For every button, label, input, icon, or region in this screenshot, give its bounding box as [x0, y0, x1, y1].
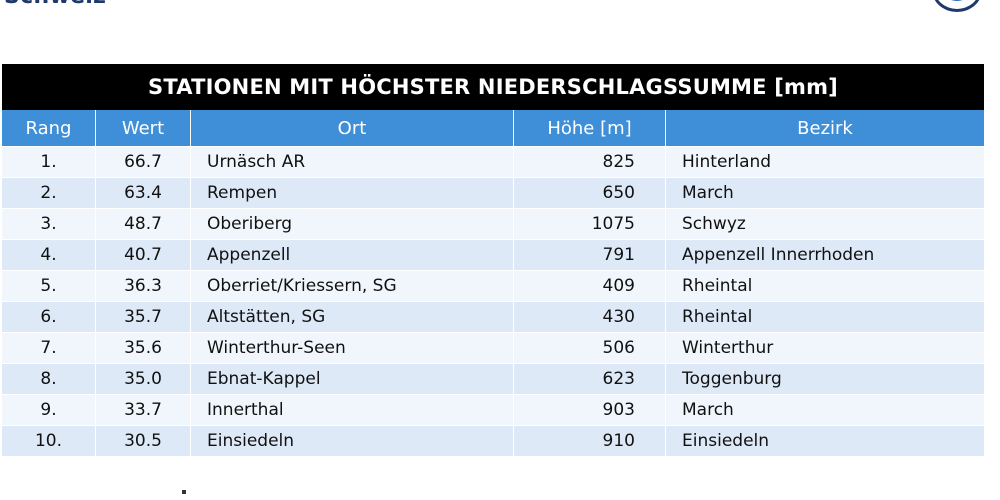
header-row: Rang Wert Ort Höhe [m] Bezirk [2, 110, 984, 147]
cell-rang: 3. [2, 208, 96, 240]
cell-bezirk: Appenzell Innerrhoden [665, 239, 984, 271]
cell-bezirk: Hinterland [665, 146, 984, 178]
cell-wert: 33.7 [95, 394, 191, 426]
cell-bezirk: Schwyz [665, 208, 984, 240]
cell-ort: Rempen [190, 177, 514, 209]
cell-ort: Innerthal [190, 394, 514, 426]
cell-ort: Urnäsch AR [190, 146, 514, 178]
cell-bezirk: Einsiedeln [665, 425, 984, 456]
table-row: 7. 35.6 Winterthur-Seen 506 Winterthur [2, 332, 984, 364]
cell-wert: 66.7 [95, 146, 191, 178]
cell-wert: 35.7 [95, 301, 191, 333]
cell-bezirk: March [665, 394, 984, 426]
cell-hoehe: 409 [513, 270, 666, 302]
table-header: Rang Wert Ort Höhe [m] Bezirk [2, 110, 984, 147]
table-row: 5. 36.3 Oberriet/Kriessern, SG 409 Rhein… [2, 270, 984, 302]
column-header-wert: Wert [95, 110, 191, 147]
cell-wert: 35.0 [95, 363, 191, 395]
cell-hoehe: 506 [513, 332, 666, 364]
column-header-rang: Rang [2, 110, 96, 147]
column-header-hoehe: Höhe [m] [513, 110, 666, 147]
cell-wert: 30.5 [95, 425, 191, 456]
cell-wert: 63.4 [95, 177, 191, 209]
cell-ort: Appenzell [190, 239, 514, 271]
cell-bezirk: Toggenburg [665, 363, 984, 395]
cell-hoehe: 430 [513, 301, 666, 333]
cell-wert: 48.7 [95, 208, 191, 240]
cell-hoehe: 1075 [513, 208, 666, 240]
table-title: STATIONEN MIT HÖCHSTER NIEDERSCHLAGSSUMM… [2, 64, 984, 110]
cell-wert: 36.3 [95, 270, 191, 302]
table-row: 4. 40.7 Appenzell 791 Appenzell Innerrho… [2, 239, 984, 271]
cell-hoehe: 903 [513, 394, 666, 426]
cell-ort: Einsiedeln [190, 425, 514, 456]
cell-bezirk: March [665, 177, 984, 209]
top-label: Schweiz [4, 0, 106, 9]
table-row: 1. 66.7 Urnäsch AR 825 Hinterland [2, 146, 984, 178]
cell-rang: 6. [2, 301, 96, 333]
cell-ort: Oberriet/Kriessern, SG [190, 270, 514, 302]
cell-rang: 2. [2, 177, 96, 209]
cell-hoehe: 910 [513, 425, 666, 456]
table-row: 3. 48.7 Oberiberg 1075 Schwyz [2, 208, 984, 240]
cell-rang: 8. [2, 363, 96, 395]
logo-inner [943, 0, 971, 1]
cell-bezirk: Winterthur [665, 332, 984, 364]
cell-rang: 9. [2, 394, 96, 426]
cell-rang: 7. [2, 332, 96, 364]
cell-hoehe: 825 [513, 146, 666, 178]
cell-wert: 40.7 [95, 239, 191, 271]
cell-ort: Ebnat-Kappel [190, 363, 514, 395]
table-row: 6. 35.7 Altstätten, SG 430 Rheintal [2, 301, 984, 333]
cell-ort: Oberiberg [190, 208, 514, 240]
cell-hoehe: 623 [513, 363, 666, 395]
cell-hoehe: 791 [513, 239, 666, 271]
cell-bezirk: Rheintal [665, 270, 984, 302]
cell-ort: Winterthur-Seen [190, 332, 514, 364]
bottom-mark [182, 490, 186, 494]
column-header-ort: Ort [190, 110, 514, 147]
table-row: 9. 33.7 Innerthal 903 March [2, 394, 984, 426]
column-header-bezirk: Bezirk [665, 110, 984, 147]
data-table: Rang Wert Ort Höhe [m] Bezirk 1. 66.7 Ur… [2, 110, 984, 456]
cell-ort: Altstätten, SG [190, 301, 514, 333]
table-body: 1. 66.7 Urnäsch AR 825 Hinterland 2. 63.… [2, 146, 984, 456]
table-row: 8. 35.0 Ebnat-Kappel 623 Toggenburg [2, 363, 984, 395]
precipitation-table: STATIONEN MIT HÖCHSTER NIEDERSCHLAGSSUMM… [2, 64, 984, 456]
cell-hoehe: 650 [513, 177, 666, 209]
cell-rang: 4. [2, 239, 96, 271]
cell-rang: 1. [2, 146, 96, 178]
cell-rang: 10. [2, 425, 96, 456]
cell-bezirk: Rheintal [665, 301, 984, 333]
table-row: 10. 30.5 Einsiedeln 910 Einsiedeln [2, 425, 984, 456]
table-row: 2. 63.4 Rempen 650 March [2, 177, 984, 209]
cell-wert: 35.6 [95, 332, 191, 364]
cell-rang: 5. [2, 270, 96, 302]
logo-icon [932, 0, 982, 12]
